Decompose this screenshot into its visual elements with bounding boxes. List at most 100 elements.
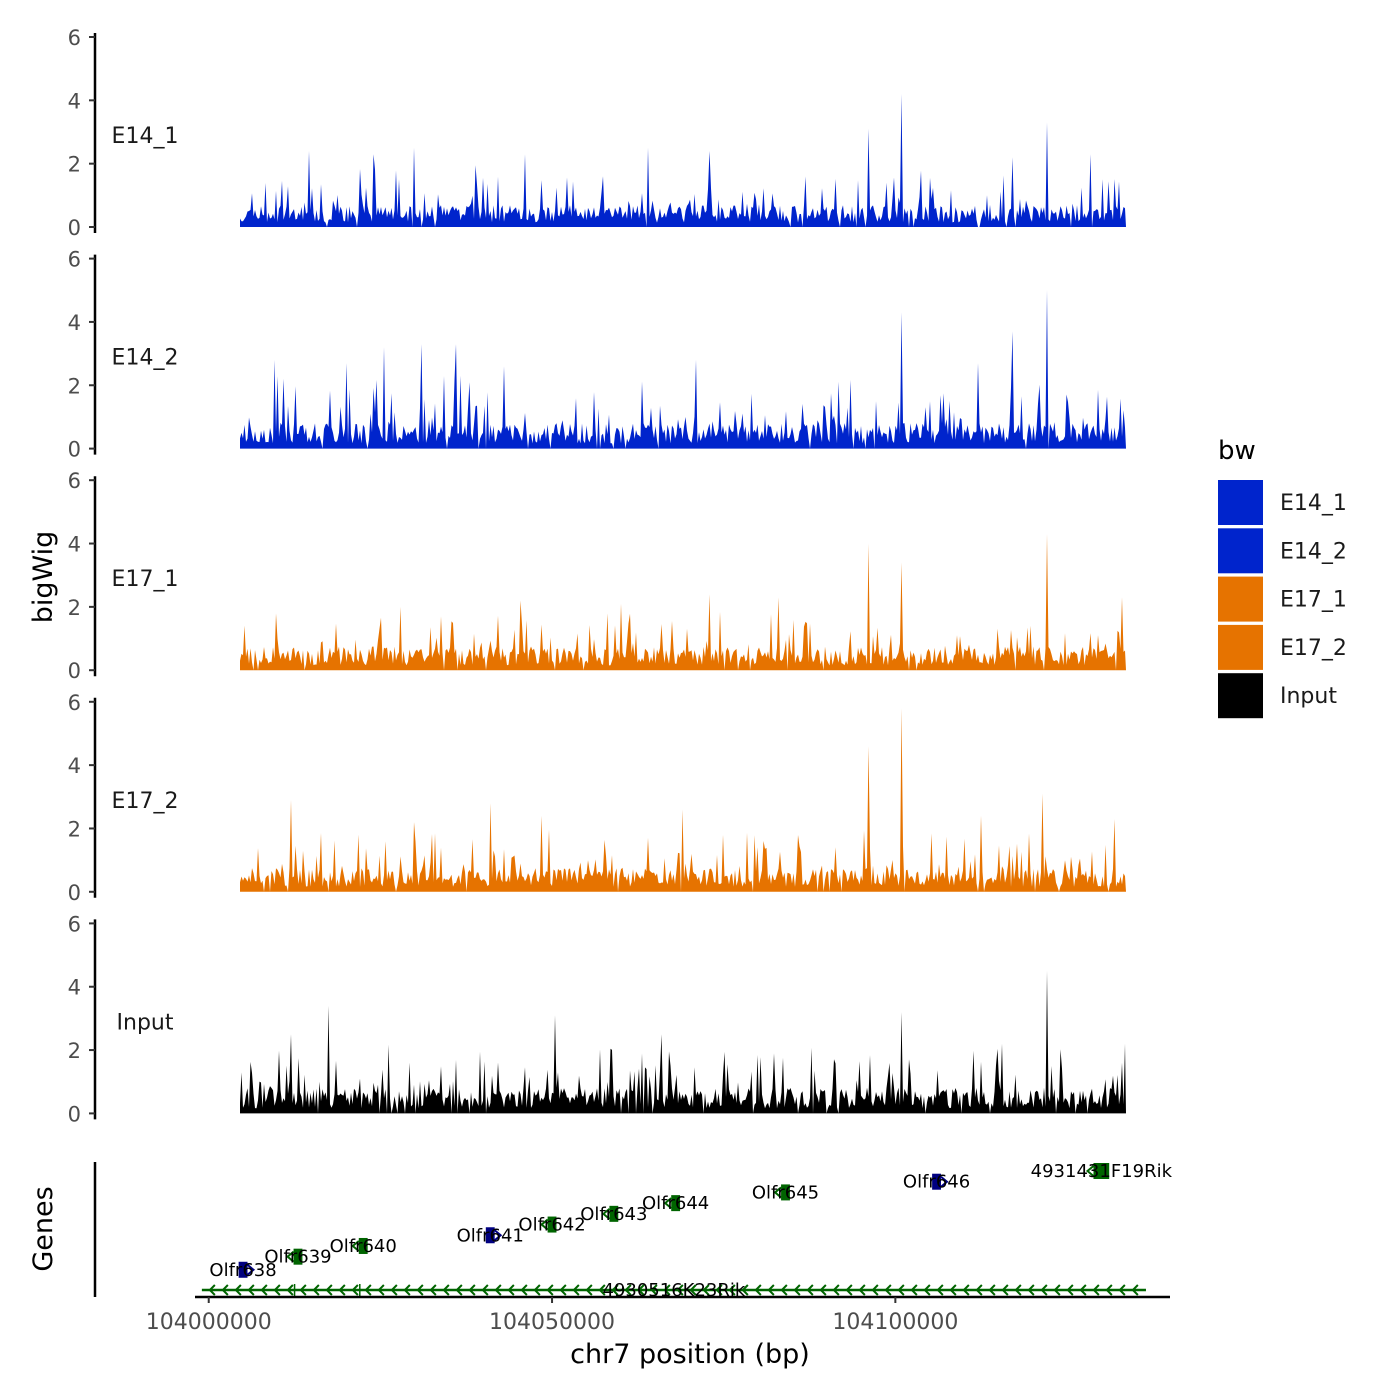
- x-axis: 104000000 104050000 104100000: [146, 1295, 1170, 1335]
- strand-arrow: [741, 1284, 749, 1296]
- strand-arrow: [533, 1284, 541, 1296]
- strand-arrow: [221, 1284, 229, 1296]
- strand-arrow: [663, 1284, 671, 1296]
- gene-body: [609, 1205, 619, 1222]
- tracks-layer: 0 2 4 6 E14_1 0 2 4 6 E14_2 0 2 4 6 E17_1 0 2 4 6 E17_2 0 2 4 6…: [68, 26, 1126, 1126]
- strand-arrow: [429, 1284, 437, 1296]
- strand-arrow: [780, 1284, 788, 1296]
- strand-arrow: [455, 1284, 463, 1296]
- legend-label: E14_2: [1280, 539, 1347, 564]
- y-tick-label: 2: [68, 817, 81, 841]
- strand-arrow: [884, 1284, 892, 1296]
- y-tick-label: 0: [68, 216, 81, 240]
- gene-label: Olfr644: [642, 1193, 709, 1214]
- strand-arrow: [1040, 1284, 1048, 1296]
- y-tick-label: 4: [68, 533, 81, 557]
- y-tick-label: 6: [68, 248, 81, 272]
- strand-arrow: [1131, 1284, 1139, 1296]
- gene-body: [671, 1195, 681, 1212]
- strand-arrow: [754, 1284, 762, 1296]
- track-label: E14_1: [112, 124, 179, 149]
- strand-arrow: [1053, 1284, 1061, 1296]
- legend-swatch: [1218, 480, 1263, 525]
- legend-label: Input: [1280, 684, 1337, 709]
- legend-swatch: [1218, 673, 1263, 719]
- strand-arrow: [949, 1284, 957, 1296]
- strand-arrow: [1092, 1284, 1100, 1296]
- track-E14_2: 0 2 4 6 E14_2: [68, 248, 1126, 462]
- gene-4931431F19Rik: 4931431F19Rik: [1031, 1161, 1173, 1182]
- strand-arrow: [325, 1284, 333, 1296]
- track-E14_1: 0 2 4 6 E14_1: [68, 26, 1126, 240]
- strand-arrow: [601, 1208, 611, 1220]
- y-tick-label: 0: [68, 659, 81, 683]
- strand-arrow: [819, 1284, 827, 1296]
- signal-area-E17_2: [240, 708, 1126, 892]
- y-tick-label: 0: [68, 438, 81, 462]
- strand-arrow: [416, 1284, 424, 1296]
- strand-arrow: [338, 1284, 346, 1296]
- strand-arrow: [312, 1284, 320, 1296]
- y-tick-label: 4: [68, 89, 81, 113]
- strand-arrow: [845, 1284, 853, 1296]
- legend-title: bw: [1218, 436, 1256, 466]
- strand-arrow: [715, 1284, 723, 1296]
- y-tick-label: 0: [68, 1102, 81, 1126]
- gene-label: Olfr646: [903, 1172, 970, 1193]
- x-tick-label: 104050000: [489, 1310, 615, 1335]
- y-tick-label: 0: [68, 881, 81, 905]
- y-tick-label: 6: [68, 469, 81, 493]
- gene-label: Olfr640: [330, 1236, 397, 1257]
- strand-arrow: [1027, 1284, 1035, 1296]
- strand-arrow: [923, 1284, 931, 1296]
- gene-body: [932, 1173, 941, 1190]
- strand-arrow: [390, 1284, 398, 1296]
- gene-body: [1093, 1163, 1110, 1179]
- strand-arrow: [910, 1284, 918, 1296]
- y-tick-label: 4: [68, 311, 81, 335]
- gene-label: Olfr639: [264, 1247, 331, 1268]
- strand-arrow: [624, 1284, 632, 1296]
- legend-swatch: [1218, 528, 1263, 574]
- strand-arrow: [858, 1284, 866, 1296]
- strand-arrow: [286, 1284, 294, 1296]
- strand-arrow: [988, 1284, 996, 1296]
- x-tick-label: 104000000: [146, 1310, 272, 1335]
- strand-arrow: [377, 1284, 385, 1296]
- strand-arrow: [208, 1284, 216, 1296]
- strand-arrow: [494, 1284, 502, 1296]
- track-label: E17_2: [112, 789, 179, 814]
- strand-arrow: [247, 1284, 255, 1296]
- y-tick-label: 2: [68, 374, 81, 398]
- x-tick-label: 104100000: [832, 1310, 958, 1335]
- strand-arrow: [598, 1284, 606, 1296]
- strand-arrow: [962, 1284, 970, 1296]
- strand-arrow: [351, 1284, 359, 1296]
- legend-items: E14_1 E14_2 E17_1 E17_2 Input: [1218, 480, 1347, 719]
- gene-label: Olfr643: [580, 1204, 647, 1225]
- y-tick-label: 6: [68, 691, 81, 715]
- strand-arrow: [1079, 1284, 1087, 1296]
- strand-arrow: [1105, 1284, 1113, 1296]
- y-tick-label: 6: [68, 912, 81, 936]
- strand-arrow: [520, 1284, 528, 1296]
- gene-label: 4931431F19Rik: [1031, 1161, 1173, 1182]
- strand-arrow: [702, 1284, 710, 1296]
- y-tick-label: 2: [68, 1039, 81, 1063]
- gene-body: [547, 1216, 557, 1233]
- gene-label: Olfr641: [457, 1225, 524, 1246]
- track-label: E17_1: [112, 567, 179, 592]
- strand-arrow: [975, 1284, 983, 1296]
- strand-arrow: [572, 1284, 580, 1296]
- strand-arrow: [793, 1284, 801, 1296]
- track-label: E14_2: [112, 346, 179, 371]
- strand-arrow: [260, 1284, 268, 1296]
- strand-arrow: [773, 1186, 782, 1199]
- legend: bw E14_1 E14_2 E17_1 E17_2 Input: [1218, 436, 1347, 719]
- strand-arrow: [663, 1197, 672, 1209]
- strand-arrow: [351, 1240, 360, 1252]
- signal-area-E14_1: [240, 94, 1126, 227]
- strand-arrow: [689, 1284, 697, 1296]
- gene-label: Olfr638: [209, 1260, 276, 1281]
